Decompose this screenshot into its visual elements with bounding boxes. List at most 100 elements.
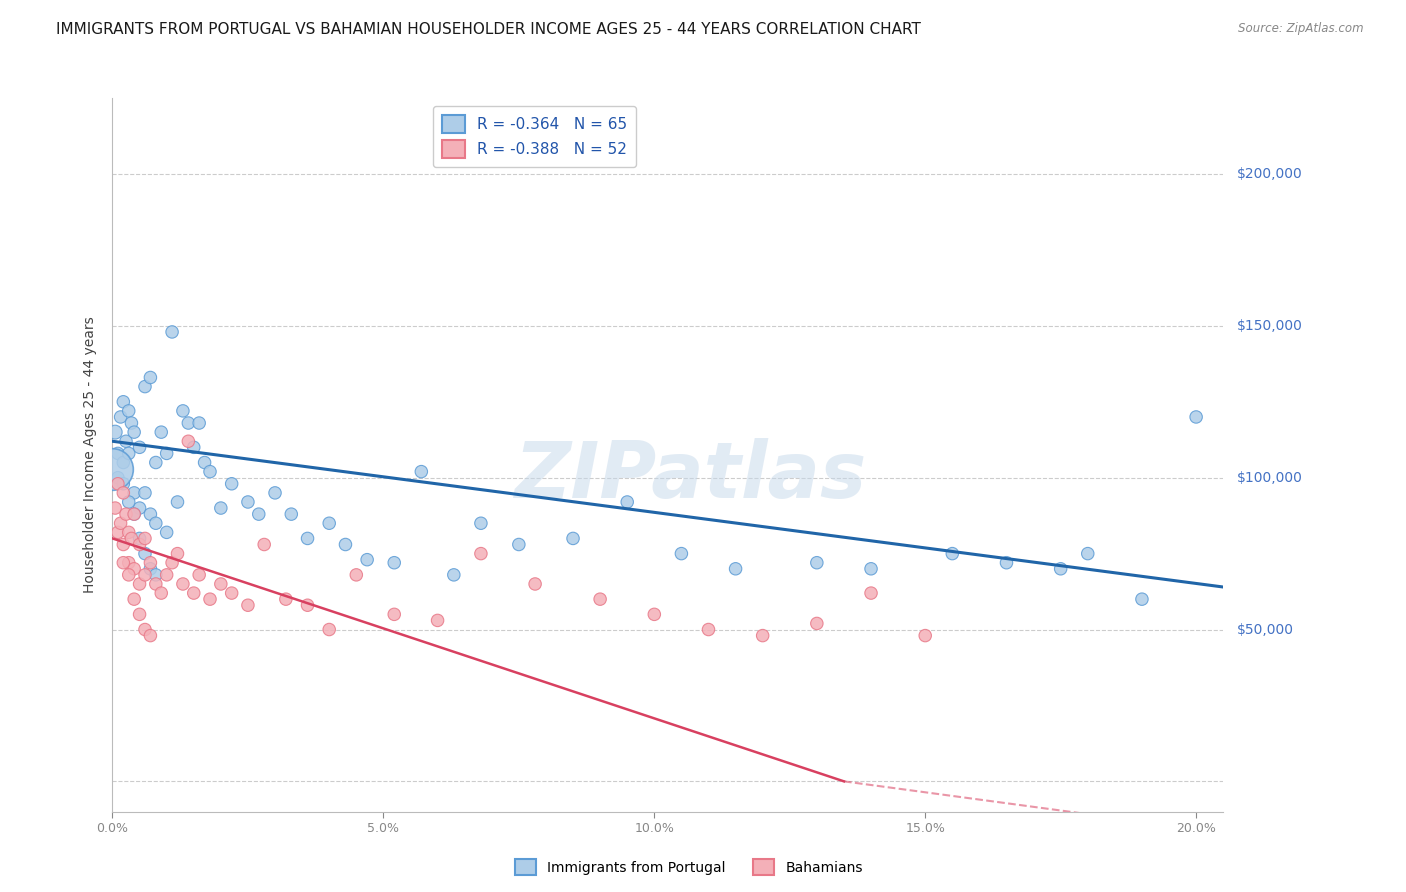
Point [806, 556, 828, 570]
Point [122, 425, 145, 439]
Legend: Immigrants from Portugal, Bahamians: Immigrants from Portugal, Bahamians [509, 854, 869, 880]
Point [860, 586, 883, 600]
Point [382, 556, 405, 570]
Point [616, 495, 638, 509]
Point [274, 592, 297, 607]
Point [107, 476, 129, 491]
Point [118, 495, 141, 509]
Point [297, 532, 319, 546]
Point [995, 556, 1018, 570]
Point [671, 547, 693, 561]
Point [118, 525, 141, 540]
Point [643, 607, 665, 622]
Point [156, 446, 179, 460]
Point [236, 599, 259, 613]
Point [426, 614, 449, 628]
Point [335, 537, 357, 551]
Point [112, 537, 135, 551]
Point [107, 525, 129, 540]
Point [280, 507, 302, 521]
Point [318, 516, 340, 531]
Point [145, 567, 167, 582]
Point [134, 547, 156, 561]
Point [1130, 592, 1153, 607]
Point [118, 556, 141, 570]
Point [112, 456, 135, 470]
Point [198, 465, 221, 479]
Point [134, 532, 156, 546]
Point [110, 409, 132, 424]
Point [122, 486, 145, 500]
Point [697, 623, 720, 637]
Point [120, 416, 142, 430]
Legend: R = -0.364   N = 65, R = -0.388   N = 52: R = -0.364 N = 65, R = -0.388 N = 52 [433, 106, 637, 167]
Text: $150,000: $150,000 [1237, 318, 1303, 333]
Point [101, 461, 124, 475]
Point [264, 486, 287, 500]
Point [914, 629, 936, 643]
Point [160, 325, 183, 339]
Point [112, 476, 135, 491]
Point [382, 607, 405, 622]
Point [1077, 547, 1099, 561]
Point [122, 592, 145, 607]
Point [172, 577, 194, 591]
Point [724, 562, 747, 576]
Point [221, 586, 243, 600]
Point [209, 577, 232, 591]
Point [145, 456, 167, 470]
Point [221, 476, 243, 491]
Point [145, 577, 167, 591]
Point [1185, 409, 1208, 424]
Point [122, 507, 145, 521]
Point [209, 501, 232, 516]
Point [177, 434, 200, 449]
Point [145, 516, 167, 531]
Point [134, 486, 156, 500]
Point [104, 501, 127, 516]
Point [806, 616, 828, 631]
Point [470, 516, 492, 531]
Text: ZIPatlas: ZIPatlas [515, 438, 866, 515]
Point [115, 434, 138, 449]
Point [194, 456, 217, 470]
Point [128, 532, 150, 546]
Point [160, 556, 183, 570]
Point [156, 567, 179, 582]
Point [122, 562, 145, 576]
Point [344, 567, 367, 582]
Point [139, 507, 162, 521]
Text: $200,000: $200,000 [1237, 167, 1303, 181]
Y-axis label: Householder Income Ages 25 - 44 years: Householder Income Ages 25 - 44 years [83, 317, 97, 593]
Point [508, 537, 530, 551]
Point [297, 599, 319, 613]
Point [115, 507, 138, 521]
Point [198, 592, 221, 607]
Point [524, 577, 547, 591]
Point [118, 404, 141, 418]
Point [139, 562, 162, 576]
Point [443, 567, 465, 582]
Point [318, 623, 340, 637]
Point [247, 507, 270, 521]
Point [150, 586, 173, 600]
Point [134, 567, 156, 582]
Point [188, 567, 211, 582]
Point [128, 501, 150, 516]
Text: IMMIGRANTS FROM PORTUGAL VS BAHAMIAN HOUSEHOLDER INCOME AGES 25 - 44 YEARS CORRE: IMMIGRANTS FROM PORTUGAL VS BAHAMIAN HOU… [56, 22, 921, 37]
Point [139, 370, 162, 384]
Point [470, 547, 492, 561]
Point [122, 507, 145, 521]
Point [941, 547, 963, 561]
Point [411, 465, 433, 479]
Point [139, 556, 162, 570]
Point [356, 552, 378, 566]
Point [107, 471, 129, 485]
Text: $50,000: $50,000 [1237, 623, 1294, 637]
Point [128, 577, 150, 591]
Point [120, 532, 142, 546]
Point [860, 562, 883, 576]
Point [110, 516, 132, 531]
Point [128, 607, 150, 622]
Point [166, 547, 188, 561]
